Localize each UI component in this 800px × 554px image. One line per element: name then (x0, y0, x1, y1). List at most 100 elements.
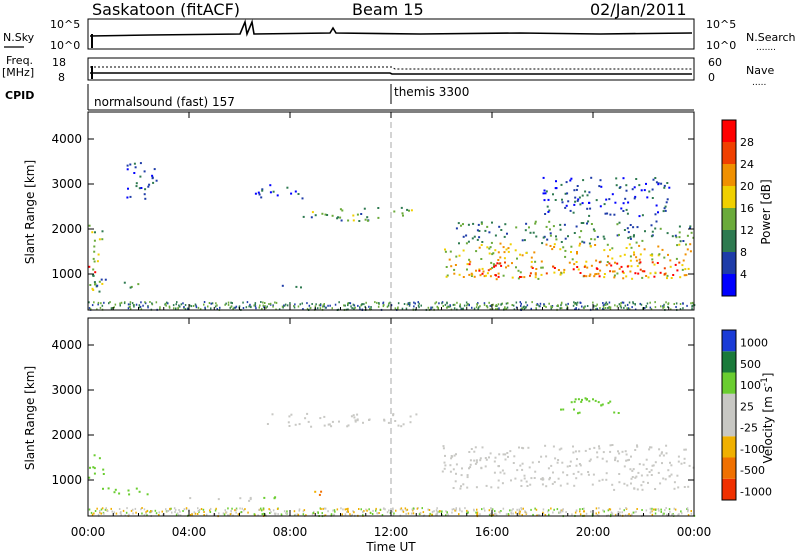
velocity-colorbar-label: Velocity [m s-1] (760, 373, 775, 464)
echo-cell-6 (635, 475, 638, 478)
clutter-cell (427, 508, 429, 511)
echo-cell-7 (478, 268, 481, 271)
clutter-cell (691, 301, 694, 304)
clutter-cell (615, 513, 618, 516)
echo-cell-0 (94, 283, 97, 286)
clutter-cell (442, 305, 444, 307)
echo-cell-6 (449, 470, 452, 473)
clutter-cell (297, 513, 300, 516)
clutter-cell (354, 306, 356, 309)
clutter-cell (188, 508, 190, 511)
echo-cell-10 (544, 192, 547, 195)
echo-cell-0 (88, 224, 91, 227)
clutter-cell (649, 306, 652, 309)
x-axis-label: Time UT (365, 540, 416, 554)
clutter-cell (379, 508, 382, 511)
clutter-cell (261, 509, 263, 512)
echo-cell-6 (520, 479, 523, 482)
clutter-cell (324, 306, 327, 309)
clutter-cell (319, 303, 322, 306)
echo-cell-9 (689, 227, 691, 230)
clutter-cell (235, 507, 238, 510)
echo-cell-5 (362, 421, 364, 424)
echo-cell-0 (92, 274, 95, 277)
clutter-cell (322, 305, 324, 308)
power-colorbar-tick: 12 (740, 224, 754, 237)
clutter-cell (94, 510, 97, 512)
clutter-cell (435, 509, 438, 512)
echo-cell-10 (663, 186, 666, 189)
clutter-cell (550, 305, 552, 308)
clutter-cell (203, 514, 205, 516)
clutter-cell (144, 301, 146, 304)
echo-cell-9 (465, 242, 468, 245)
echo-cell-6 (579, 464, 582, 467)
echo-cell-5 (331, 420, 334, 423)
clutter-cell (242, 301, 244, 304)
echo-cell-10 (569, 179, 572, 182)
clutter-cell (130, 509, 133, 512)
clutter-cell (515, 301, 518, 304)
echo-cell-5 (392, 414, 395, 417)
echo-cell-6 (461, 467, 463, 470)
echo-cell-7 (473, 275, 476, 278)
clutter-cell (322, 304, 325, 307)
clutter-cell (447, 305, 449, 308)
clutter-cell (538, 514, 541, 517)
echo-cell-9 (542, 236, 545, 239)
echo-cell-7 (462, 249, 465, 252)
echo-cell-7 (493, 264, 496, 267)
clutter-cell (491, 308, 494, 311)
echo-cell-9 (632, 235, 635, 238)
echo-cell-9 (629, 235, 632, 238)
echo-cell-7 (619, 255, 622, 258)
echo-cell-7 (622, 277, 625, 280)
clutter-cell (682, 307, 684, 310)
clutter-cell (323, 303, 325, 305)
clutter-cell (178, 509, 180, 511)
echo-cell-9 (465, 234, 468, 237)
echo-cell-10 (542, 176, 545, 179)
echo-cell-8 (643, 270, 646, 273)
echo-cell-8 (572, 268, 575, 271)
clutter-cell (497, 303, 500, 306)
echo-cell-6 (545, 485, 548, 488)
clutter-cell (413, 507, 415, 510)
echo-cell-6 (553, 481, 556, 484)
echo-cell-9 (632, 226, 635, 229)
clutter-cell (120, 301, 123, 304)
echo-cell-6 (596, 456, 599, 459)
echo-cell-6 (587, 471, 590, 473)
clutter-cell (262, 304, 264, 307)
clutter-cell (158, 511, 160, 514)
echo-cell-8 (470, 272, 473, 275)
clutter-cell (543, 303, 545, 306)
clutter-cell (135, 303, 138, 306)
clutter-cell (195, 304, 197, 307)
clutter-cell (476, 508, 478, 511)
echo-cell-6 (596, 451, 599, 454)
clutter-cell (230, 305, 233, 308)
echo-cell-8 (552, 265, 555, 268)
clutter-cell (608, 305, 610, 308)
clutter-cell (91, 304, 94, 307)
clutter-cell (348, 302, 350, 304)
echo-cell-7 (530, 260, 533, 263)
clutter-cell (204, 306, 206, 309)
clutter-cell (382, 305, 385, 308)
freq-nave-label: Nave (746, 64, 774, 77)
clutter-cell (204, 307, 206, 310)
clutter-cell (237, 513, 240, 516)
echo-cell-1 (118, 492, 121, 495)
echo-cell-6 (452, 468, 455, 471)
clutter-cell (368, 305, 370, 308)
clutter-cell (376, 301, 378, 304)
echo-cell-6 (642, 480, 645, 483)
echo-cell-0 (93, 239, 96, 242)
echo-cell-6 (642, 463, 645, 466)
clutter-cell (351, 307, 353, 310)
clutter-cell (408, 302, 410, 304)
echo-cell-8 (676, 269, 679, 272)
echo-cell-7 (590, 264, 593, 267)
echo-cell-6 (591, 483, 594, 486)
